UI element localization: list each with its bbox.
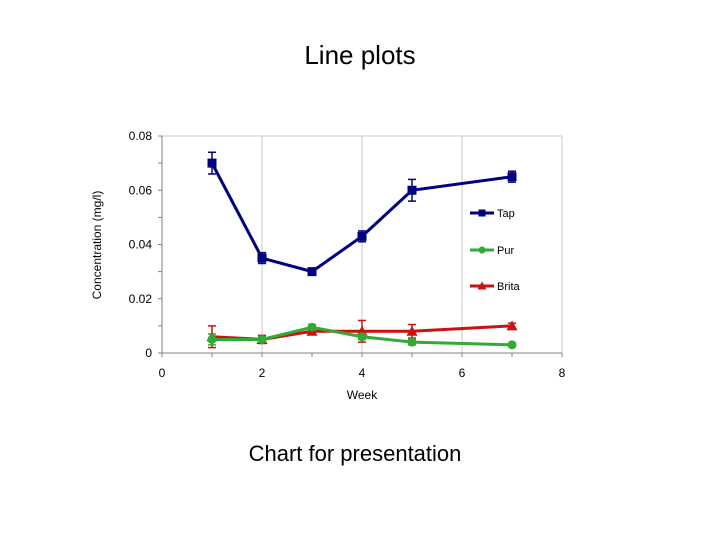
legend-marker-brita — [477, 281, 487, 290]
data-point-tap — [207, 158, 217, 168]
series-line-tap — [210, 162, 513, 274]
x-tick-label: 4 — [359, 366, 366, 380]
y-tick-label: 0.08 — [129, 129, 153, 143]
legend-label-brita: Brita — [497, 281, 521, 293]
data-point-tap — [407, 185, 417, 195]
legend-marker-pur — [478, 246, 486, 254]
data-point-tap — [307, 267, 317, 277]
slide-caption: Chart for presentation — [248, 441, 462, 466]
data-point-tap — [357, 231, 367, 241]
y-tick-label: 0.06 — [129, 183, 153, 197]
chart-axes: 0 0.02 0.04 0.06 0.08 0 2 4 6 8 — [129, 129, 566, 380]
chart-legend: Tap Pur Brita — [470, 208, 521, 293]
legend-marker-tap — [478, 209, 486, 217]
data-point-pur — [207, 334, 217, 344]
x-tick-label: 2 — [259, 366, 266, 380]
x-tick-label: 6 — [459, 366, 466, 380]
data-point-tap — [507, 172, 517, 182]
data-point-pur — [507, 340, 517, 350]
legend-label-tap: Tap — [497, 208, 515, 220]
legend-item-brita: Brita — [470, 281, 521, 293]
data-point-pur — [407, 337, 417, 347]
data-point-brita — [506, 320, 518, 331]
y-tick-label: 0.02 — [129, 292, 153, 306]
data-point-brita — [406, 325, 418, 336]
y-tick-label: 0 — [145, 346, 152, 360]
data-point-pur — [357, 332, 367, 342]
series-pur — [207, 322, 517, 350]
x-tick-label: 8 — [559, 366, 566, 380]
y-tick-label: 0.04 — [129, 238, 153, 252]
y-axis-title: Concentration (mg/l) — [90, 191, 104, 300]
data-point-pur — [307, 322, 317, 332]
series-tap — [207, 151, 517, 277]
data-point-pur — [257, 334, 267, 344]
legend-item-pur: Pur — [470, 245, 514, 257]
slide-title: Line plots — [304, 40, 416, 70]
x-tick-label: 0 — [159, 366, 166, 380]
data-point-tap — [257, 253, 267, 263]
legend-label-pur: Pur — [497, 245, 514, 257]
series-line-pur — [212, 325, 513, 347]
x-axis-title: Week — [347, 388, 378, 402]
legend-item-tap: Tap — [470, 208, 515, 220]
chart-series — [206, 151, 518, 350]
